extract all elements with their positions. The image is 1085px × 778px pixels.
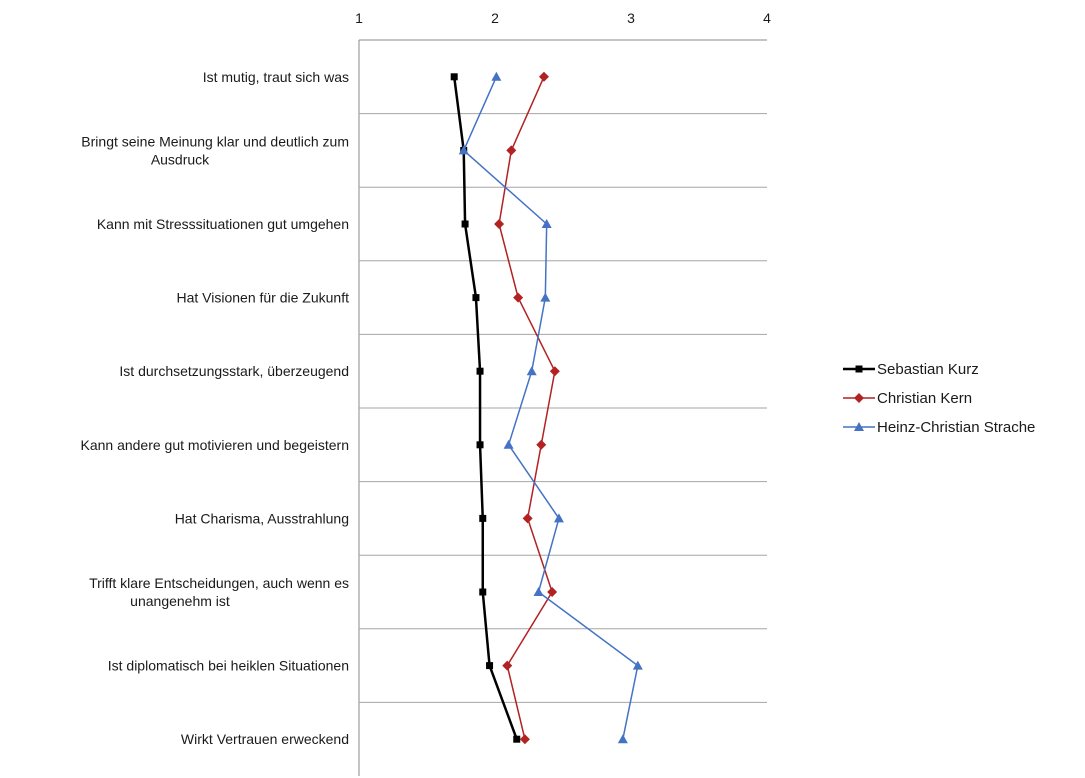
- data-point-square: [472, 294, 480, 302]
- data-point-diamond: [506, 145, 517, 156]
- data-point-square: [479, 588, 487, 596]
- data-point-triangle: [553, 513, 564, 523]
- data-point-square: [855, 365, 863, 373]
- data-point-diamond: [502, 660, 513, 671]
- category-label: Kann andere gut motivieren und begeister…: [80, 437, 349, 453]
- data-point-square: [450, 73, 458, 81]
- data-point-triangle: [533, 587, 544, 596]
- data-point-triangle: [503, 439, 514, 449]
- data-point-diamond: [538, 71, 549, 82]
- category-label: Hat Charisma, Ausstrahlung: [175, 510, 349, 526]
- data-point-diamond: [513, 292, 524, 303]
- legend-label: Christian Kern: [877, 390, 972, 407]
- category-label: Ist durchsetzungsstark, überzeugend: [119, 363, 349, 379]
- x-tick-label: 1: [355, 10, 363, 26]
- legend-item: Heinz-Christian Strache: [843, 419, 1035, 436]
- legend: Sebastian Kurz Christian Kern Heinz-Christ…: [843, 361, 1035, 436]
- gridlines: [359, 113, 767, 703]
- category-label: Wirkt Vertrauen erweckend: [181, 731, 349, 747]
- data-point-square: [513, 735, 521, 743]
- data-point-square: [476, 441, 484, 449]
- x-tick-label: 2: [491, 10, 499, 26]
- data-point-triangle: [632, 660, 643, 670]
- data-point-diamond: [494, 219, 505, 229]
- legend-label: Sebastian Kurz: [877, 361, 979, 378]
- category-label: Ist mutig, traut sich was: [203, 69, 349, 85]
- data-point-triangle: [458, 145, 469, 155]
- data-point-triangle: [617, 734, 628, 744]
- category-label: Trifft klare Entscheidungen, auch wenn e…: [89, 575, 349, 591]
- data-point-triangle: [854, 422, 864, 431]
- data-point-square: [461, 220, 469, 228]
- category-label: unangenehm ist: [130, 593, 230, 609]
- data-point-square: [479, 514, 487, 522]
- data-point-square: [486, 662, 494, 670]
- data-point-diamond: [536, 439, 547, 450]
- category-label: Ist diplomatisch bei heiklen Situationen: [108, 658, 349, 674]
- data-point-triangle: [541, 219, 552, 228]
- data-point-diamond: [522, 513, 533, 524]
- legend-item: Sebastian Kurz: [843, 361, 979, 378]
- category-label: Ausdruck: [151, 151, 210, 167]
- category-labels: Ist mutig, traut sich was Bringt seine Me…: [80, 69, 349, 747]
- x-tick-label: 3: [627, 10, 635, 26]
- category-label: Hat Visionen für die Zukunft: [176, 290, 349, 306]
- series-line: [462, 76, 639, 740]
- series-layer: [450, 71, 643, 745]
- series-heinz-christian-strache: [458, 71, 643, 744]
- series-line: [452, 76, 518, 740]
- category-label: Bringt seine Meinung klar und deutlich z…: [81, 133, 349, 149]
- data-point-diamond: [519, 734, 530, 745]
- x-axis-ticks: 1 2 3 4: [355, 10, 771, 26]
- data-point-diamond: [549, 366, 560, 377]
- data-point-triangle: [526, 366, 537, 376]
- data-point-triangle: [491, 71, 502, 81]
- data-point-diamond: [854, 393, 864, 403]
- data-point-square: [476, 367, 484, 375]
- legend-item: Christian Kern: [843, 390, 972, 407]
- category-label: Kann mit Stresssituationen gut umgehen: [97, 216, 349, 232]
- data-point-triangle: [540, 292, 551, 302]
- x-tick-label: 4: [763, 10, 771, 26]
- data-point-diamond: [547, 587, 558, 597]
- legend-label: Heinz-Christian Strache: [877, 419, 1035, 436]
